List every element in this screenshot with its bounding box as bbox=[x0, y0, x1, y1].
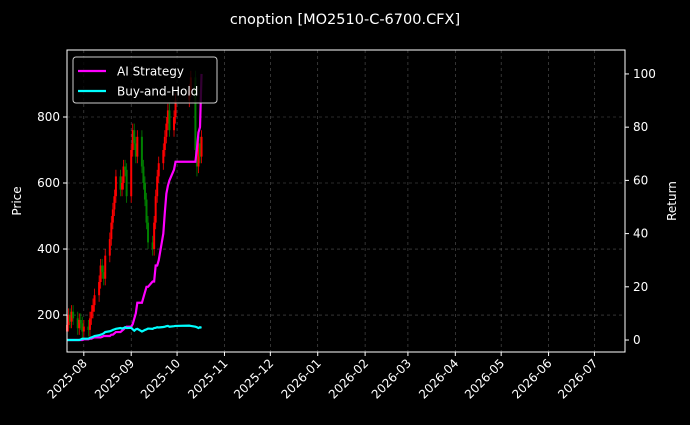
candle-body bbox=[93, 295, 96, 306]
candle-body bbox=[70, 311, 73, 322]
x-tick-label: 2026-05 bbox=[462, 356, 507, 401]
x-tick-label: 2026-07 bbox=[555, 356, 600, 401]
candle-body bbox=[104, 255, 107, 279]
candle-body bbox=[81, 323, 84, 332]
candle-body bbox=[79, 319, 82, 324]
candle-body bbox=[78, 319, 81, 329]
series-lines bbox=[67, 73, 203, 342]
candle-body bbox=[82, 326, 85, 332]
ai-strategy-line bbox=[67, 73, 203, 342]
candle-body bbox=[122, 166, 125, 184]
candle-body bbox=[197, 143, 200, 167]
candle-body bbox=[163, 136, 166, 151]
candle-body bbox=[143, 183, 146, 200]
candle-body bbox=[124, 166, 127, 170]
y2-tick-label: 60 bbox=[633, 173, 648, 187]
candle-body bbox=[131, 130, 134, 151]
x-tick-label: 2026-02 bbox=[326, 356, 371, 401]
candle-body bbox=[101, 265, 104, 273]
x-tick-label: 2025-12 bbox=[231, 356, 276, 401]
candle-body bbox=[145, 199, 148, 223]
y2-tick-label: 100 bbox=[633, 67, 656, 81]
x-tick-label: 2025-09 bbox=[92, 356, 137, 401]
y-tick-label: 400 bbox=[37, 242, 60, 256]
candle-body bbox=[195, 150, 198, 167]
candle-body bbox=[200, 136, 203, 157]
y2-axis-label: Return bbox=[665, 181, 679, 221]
x-tick-label: 2026-01 bbox=[278, 356, 323, 401]
candle-body bbox=[166, 110, 169, 124]
candle-body bbox=[133, 130, 136, 144]
legend-label: AI Strategy bbox=[117, 65, 184, 79]
candle-body bbox=[114, 176, 117, 197]
candle-body bbox=[199, 143, 202, 157]
candle-body bbox=[130, 150, 133, 197]
candle-body bbox=[119, 176, 122, 190]
candle-body bbox=[90, 311, 93, 319]
x-tick-label: 2025-11 bbox=[185, 356, 230, 401]
x-tick-label: 2025-08 bbox=[45, 356, 90, 401]
x-tick-label: 2026-06 bbox=[509, 356, 554, 401]
chart-title: cnoption [MO2510-C-6700.CFX] bbox=[230, 12, 460, 28]
y-tick-label: 600 bbox=[37, 176, 60, 190]
candle-body bbox=[67, 315, 70, 325]
candle-body bbox=[99, 265, 102, 283]
candle-body bbox=[156, 176, 159, 197]
candle-body bbox=[142, 166, 145, 184]
candle-body bbox=[165, 123, 168, 137]
candle-body bbox=[147, 222, 150, 243]
buy-and-hold-line bbox=[67, 324, 202, 342]
candle-body bbox=[153, 222, 156, 250]
y2-tick-label: 20 bbox=[633, 280, 648, 294]
candle-body bbox=[173, 117, 176, 131]
y2-tick-label: 40 bbox=[633, 227, 648, 241]
x-tick-label: 2025-10 bbox=[138, 356, 183, 401]
candle-body bbox=[88, 318, 91, 330]
candle-body bbox=[140, 136, 143, 167]
candle-body bbox=[125, 169, 128, 197]
candle-body bbox=[72, 311, 75, 319]
legend-label: Buy-and-Hold bbox=[117, 85, 198, 99]
candle-body bbox=[102, 272, 105, 279]
candle-body bbox=[154, 196, 157, 223]
x-tick-label: 2026-04 bbox=[416, 356, 461, 401]
y-axis-label: Price bbox=[10, 186, 24, 215]
y-tick-label: 200 bbox=[37, 308, 60, 322]
legend-box bbox=[72, 56, 218, 104]
candle-body bbox=[110, 222, 113, 240]
candle-body bbox=[87, 326, 90, 330]
candles bbox=[66, 70, 203, 339]
candle-body bbox=[69, 315, 72, 322]
plot-frame bbox=[66, 49, 626, 353]
candle-body bbox=[194, 77, 197, 151]
candle-body bbox=[91, 305, 94, 312]
candle-body bbox=[108, 239, 111, 256]
candle-body bbox=[111, 209, 114, 223]
candle-body bbox=[151, 242, 154, 250]
candle-body bbox=[113, 196, 116, 210]
legend: AI Strategy Buy-and-Hold bbox=[72, 56, 218, 104]
candle-body bbox=[98, 282, 101, 296]
candle-body bbox=[136, 136, 139, 157]
candle-body bbox=[134, 143, 137, 157]
x-tick-label: 2026-03 bbox=[369, 356, 414, 401]
candle-body bbox=[157, 163, 160, 177]
y2-tick-label: 0 bbox=[633, 333, 641, 347]
candle-body bbox=[76, 318, 79, 329]
candle-body bbox=[121, 183, 124, 190]
candle-body bbox=[174, 100, 177, 118]
candle-body bbox=[162, 150, 165, 164]
candle-body bbox=[168, 110, 171, 131]
y-tick-label: 800 bbox=[37, 110, 60, 124]
y2-tick-label: 80 bbox=[633, 120, 648, 134]
